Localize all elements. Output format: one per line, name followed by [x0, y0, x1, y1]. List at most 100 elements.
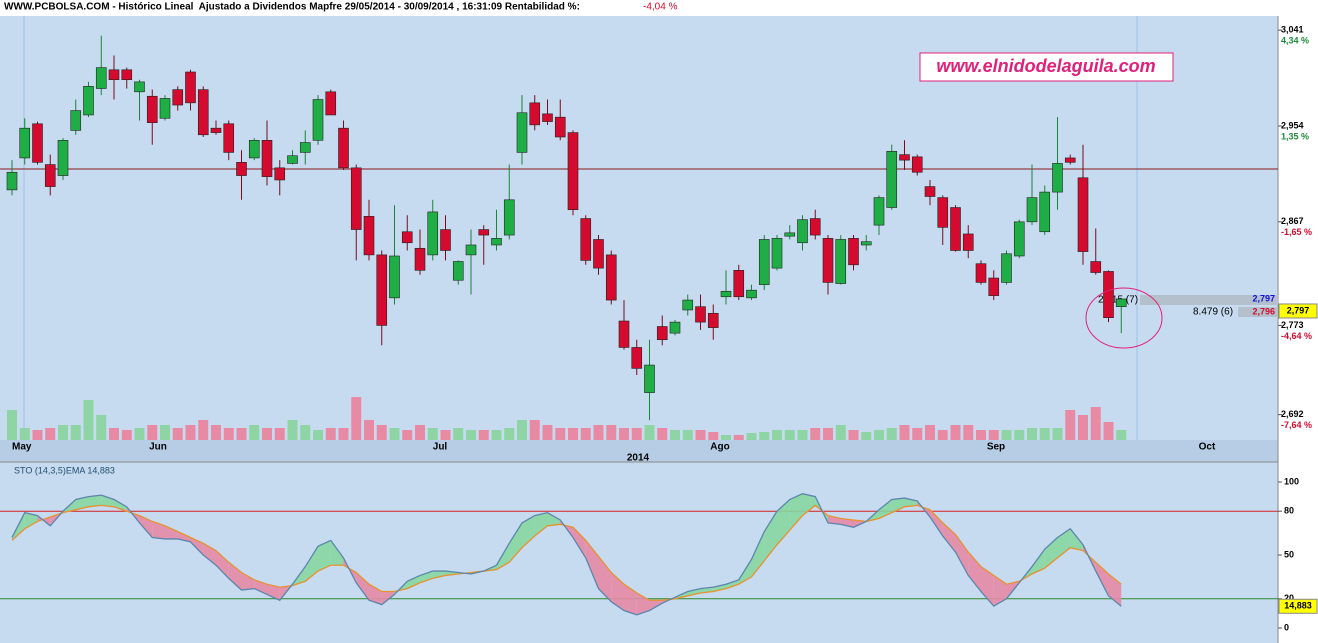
stoch-fill	[789, 493, 803, 531]
candle-body	[491, 238, 502, 246]
candle-body	[338, 127, 349, 169]
volume-bar	[504, 428, 515, 440]
stoch-fill	[585, 540, 599, 589]
volume-bar	[45, 428, 56, 440]
volume-bar	[402, 430, 413, 440]
candle-body	[19, 127, 31, 159]
marks	[0, 35, 1278, 616]
candle-body	[261, 140, 273, 177]
volume-bar	[848, 430, 859, 440]
volume-bar	[274, 428, 285, 440]
candle-body	[1077, 177, 1089, 252]
stoch-k-line	[11, 492, 1122, 616]
last-price-label: 2,797	[1287, 305, 1310, 315]
stoch-fill	[509, 522, 522, 563]
y-tick-change: -7,64 %	[1281, 420, 1312, 430]
watermark: www.elnidodelaguila.com	[936, 56, 1155, 76]
candle-body	[529, 102, 541, 126]
candle-body	[1013, 221, 1025, 257]
candle-body	[440, 229, 451, 251]
y-tick-label: 2,954	[1281, 120, 1304, 130]
candle-body	[937, 197, 949, 228]
candle-body	[1115, 298, 1127, 307]
volume-bar	[1116, 430, 1127, 440]
volume-bar	[874, 430, 884, 440]
stoch-fill	[713, 584, 726, 592]
y-tick-label: 3,041	[1281, 24, 1304, 34]
y-tick-label: 100	[1284, 476, 1299, 486]
volume-bar	[517, 420, 527, 440]
y-tick-change: 1,35 %	[1281, 131, 1309, 141]
volume-bar	[925, 425, 935, 440]
stoch-fill	[968, 552, 981, 592]
x-month-label: Jun	[149, 442, 167, 453]
candle-body	[848, 238, 859, 266]
y-tick-change: -1,65 %	[1281, 227, 1312, 237]
stoch-fill	[432, 571, 446, 579]
volume-bar	[810, 428, 821, 440]
candle-body	[210, 127, 222, 133]
volume-bar	[249, 425, 260, 440]
stoch-fill	[904, 498, 918, 507]
highlight-circle	[1085, 287, 1163, 349]
candle-body	[427, 211, 439, 256]
volume-bar	[70, 425, 81, 440]
stoch-fill	[152, 521, 165, 539]
candle-body	[83, 86, 94, 116]
candle-body	[835, 239, 847, 284]
volume-bar	[223, 428, 234, 440]
candle-body	[784, 232, 796, 237]
bid-band	[1140, 295, 1278, 305]
stoch-fill	[305, 546, 318, 582]
volume-bar	[988, 430, 999, 440]
candle-body	[134, 81, 145, 93]
candle-body	[414, 247, 426, 271]
stoch-fill	[802, 493, 816, 516]
candle-body	[299, 142, 311, 153]
stoch-fill	[75, 496, 89, 510]
volume-bar	[1090, 407, 1101, 440]
candle-body	[185, 71, 196, 104]
x-month-label: May	[12, 442, 32, 453]
volume-bar	[644, 425, 655, 440]
ask-label: 2,796	[1252, 306, 1275, 316]
candle-body	[401, 231, 413, 244]
candle-body	[656, 326, 668, 341]
candle-body	[236, 162, 247, 176]
stoch-fill	[1070, 528, 1083, 551]
candle-body	[159, 98, 171, 119]
candle-body	[809, 218, 821, 236]
candle-body	[1039, 191, 1051, 233]
candle-body	[771, 238, 783, 269]
volume-bar	[619, 428, 629, 440]
volume-bar	[886, 428, 897, 440]
candle-body	[682, 299, 694, 311]
x-month-label: Jul	[433, 442, 448, 453]
stoch-fill	[267, 584, 280, 601]
volume-bar	[415, 425, 425, 440]
candle-body	[95, 67, 107, 89]
stoch-fill	[534, 512, 548, 537]
volume-bar	[529, 420, 540, 440]
stoch-d-line	[11, 504, 1122, 601]
candle-body	[618, 320, 630, 348]
volume-bar	[211, 425, 221, 440]
volume-bar	[121, 430, 132, 440]
volume-bar	[109, 428, 119, 440]
volume-bar	[682, 430, 693, 440]
candle-body	[1052, 163, 1063, 193]
y-tick-label: 20	[1284, 593, 1294, 603]
stoch-fill	[598, 556, 612, 602]
volume-bar	[466, 430, 476, 440]
volume-bar	[236, 428, 247, 440]
candle-body	[197, 89, 209, 136]
candle-body	[376, 254, 388, 326]
volume-bar	[912, 428, 923, 440]
last-price-tag	[1278, 303, 1318, 319]
candle-body	[363, 216, 375, 256]
candle-body	[1103, 271, 1114, 318]
volume-bar	[606, 425, 617, 440]
volume-bar	[593, 425, 604, 440]
stoch-fill	[88, 495, 102, 507]
